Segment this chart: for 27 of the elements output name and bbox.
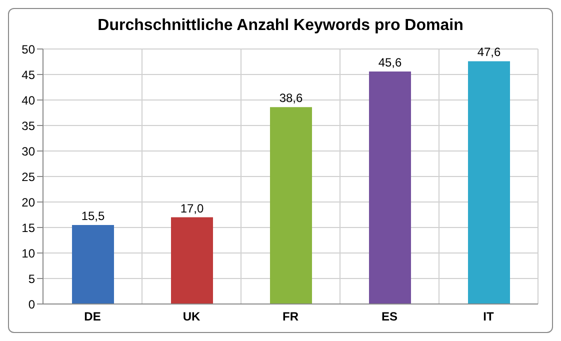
data-label: 47,6 [477,45,501,60]
y-tick-label: 15 [22,220,36,235]
data-label: 15,5 [81,208,105,223]
x-tick-label: ES [381,310,398,324]
x-tick-label: UK [182,310,200,324]
chart-title: Durchschnittliche Anzahl Keywords pro Domain [96,16,464,36]
y-tick-label: 25 [22,170,36,184]
data-label: 45,6 [378,55,402,70]
bar [270,107,312,304]
y-tick-label: 40 [22,93,36,108]
data-label: 38,6 [279,91,303,106]
y-tick-label: 0 [28,297,36,312]
data-label: 17,0 [180,201,204,216]
y-tick-label: 20 [22,195,36,210]
x-tick-label: IT [483,310,494,324]
bar [171,217,213,304]
bar [72,224,114,304]
y-tick-label: 30 [22,144,36,158]
bar [468,61,510,304]
y-tick-label: 5 [28,272,36,286]
bar [369,71,411,304]
y-tick-label: 50 [22,42,36,56]
y-tick-label: 35 [22,118,36,133]
x-tick-label: FR [282,310,299,324]
x-tick-label: DE [84,310,101,324]
y-tick-label: 10 [22,246,36,260]
y-tick-label: 45 [22,68,36,82]
